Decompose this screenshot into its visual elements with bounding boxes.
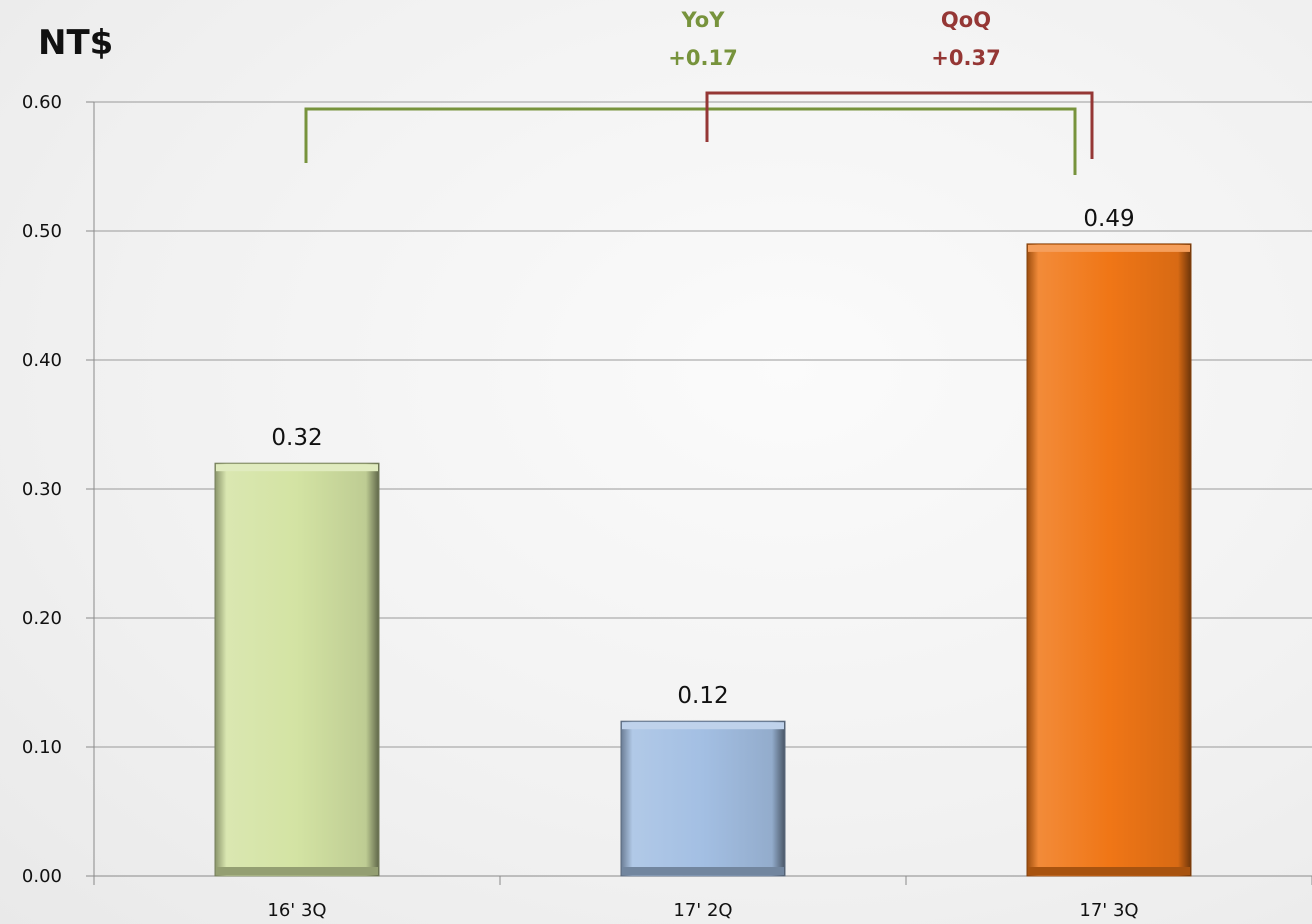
bar-bevel-bottom xyxy=(1028,867,1190,875)
data-label: 0.32 xyxy=(271,425,322,451)
delta-label: QoQ xyxy=(941,8,991,32)
delta-value: +0.37 xyxy=(931,46,1000,70)
y-tick-label: 0.10 xyxy=(22,737,62,758)
bracket-line xyxy=(304,107,1077,175)
bar-body xyxy=(214,462,380,877)
annotations: YoY +0.17 QoQ +0.37 xyxy=(304,8,1094,175)
x-tick-label: 17' 3Q xyxy=(1079,900,1138,921)
bar-body xyxy=(1026,243,1192,877)
bracket-line xyxy=(705,91,1094,159)
x-tick-label: 17' 2Q xyxy=(673,900,732,921)
bar-body xyxy=(620,720,786,877)
delta-bracket: QoQ +0.37 xyxy=(705,8,1094,159)
y-tick-label: 0.00 xyxy=(22,866,62,887)
bar xyxy=(214,462,380,877)
y-tick-label: 0.20 xyxy=(22,608,62,629)
data-label: 0.12 xyxy=(677,683,728,709)
data-label: 0.49 xyxy=(1083,206,1134,232)
unit-label: NT$ xyxy=(38,23,113,63)
y-tick-label: 0.60 xyxy=(22,92,62,113)
x-tick-label: 16' 3Q xyxy=(267,900,326,921)
bar-bevel-top xyxy=(216,464,378,472)
bars xyxy=(214,243,1192,877)
bar xyxy=(1026,243,1192,877)
y-tick-label: 0.50 xyxy=(22,221,62,242)
delta-label: YoY xyxy=(681,8,726,32)
bar-bevel-bottom xyxy=(216,867,378,875)
bar-bevel-bottom xyxy=(622,867,784,875)
delta-bracket: YoY +0.17 xyxy=(304,8,1077,175)
bar-bevel-top xyxy=(1028,244,1190,252)
y-tick-label: 0.40 xyxy=(22,350,62,371)
y-tick-label: 0.30 xyxy=(22,479,62,500)
data-labels: 0.32 0.12 0.49 xyxy=(271,206,1134,709)
delta-value: +0.17 xyxy=(668,46,737,70)
bar-bevel-top xyxy=(622,722,784,730)
bar xyxy=(620,720,786,877)
